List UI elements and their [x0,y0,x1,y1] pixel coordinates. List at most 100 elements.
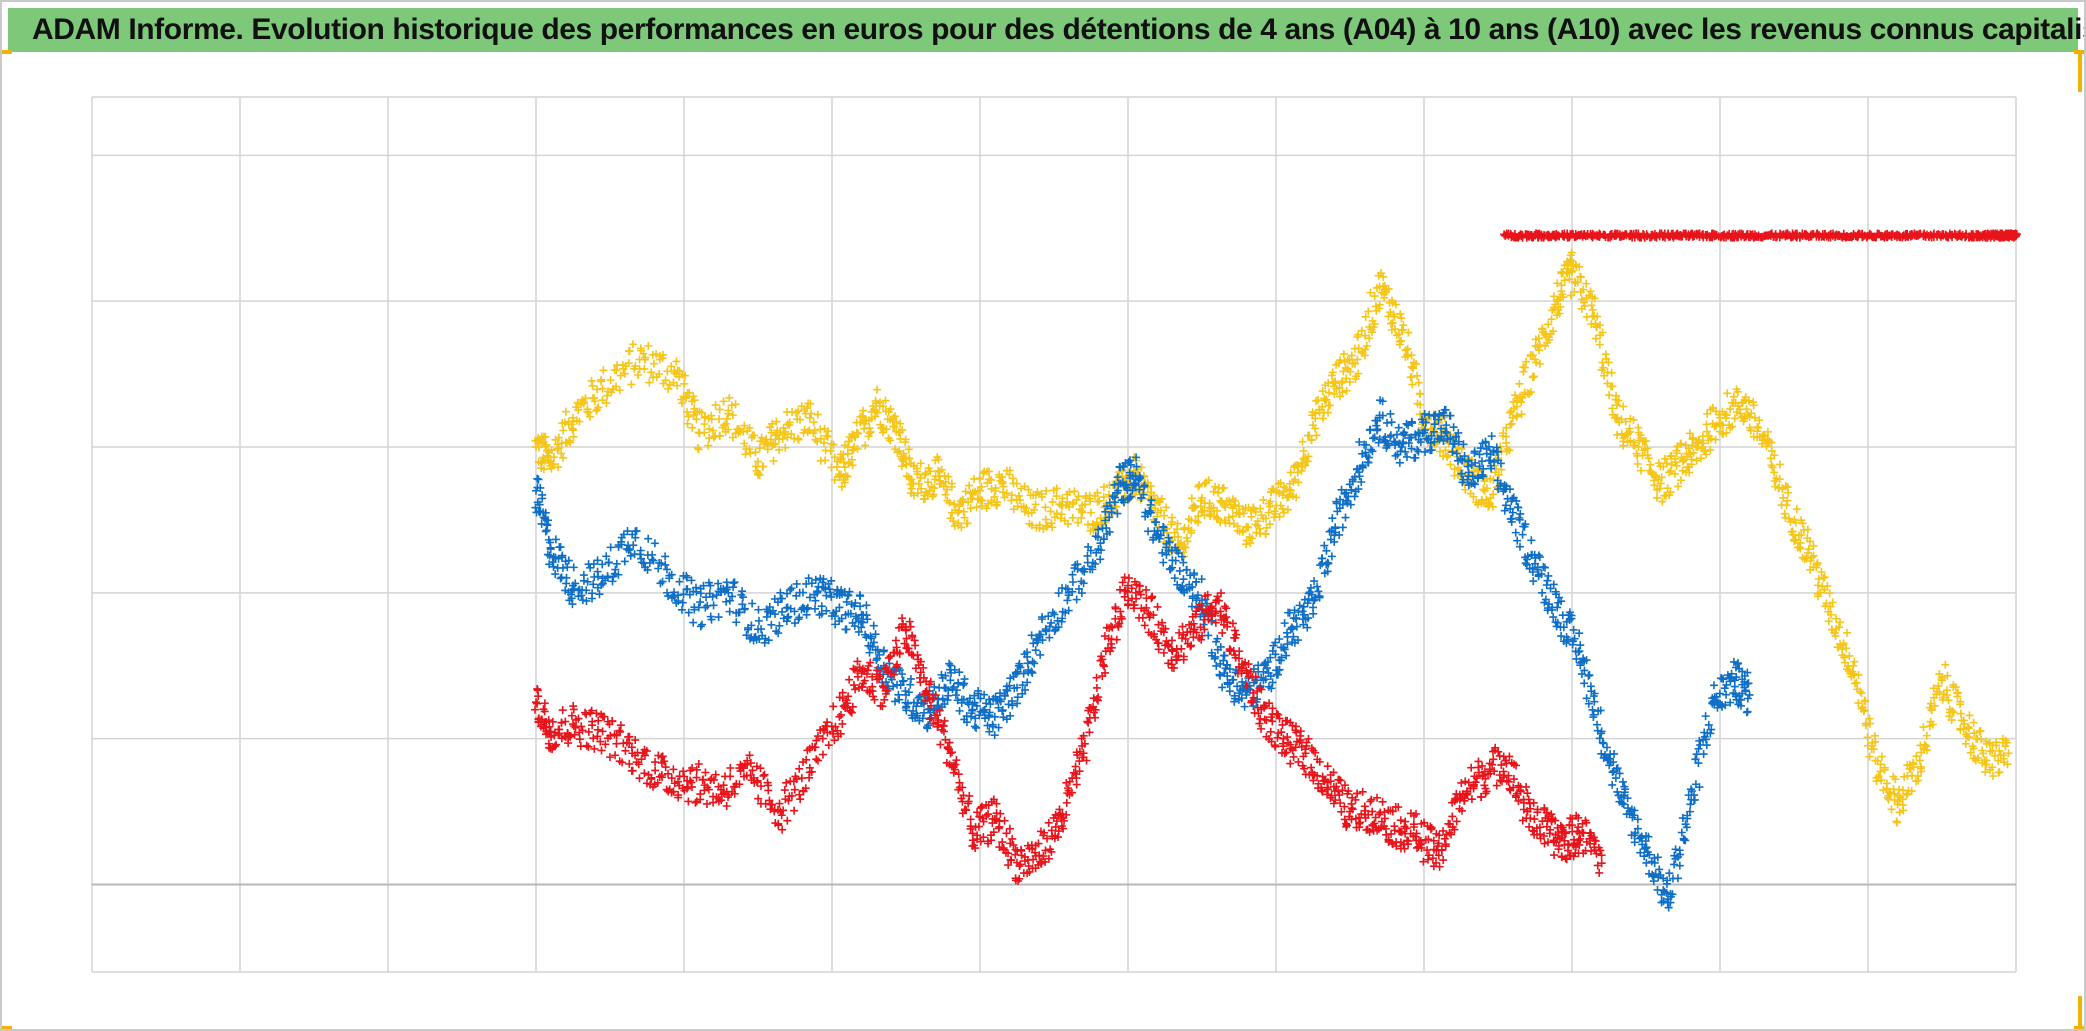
data-point [1240,702,1249,711]
data-point [603,391,612,400]
data-point [1471,458,1480,467]
data-point [1694,759,1703,768]
data-point [1086,546,1095,555]
data-point [728,411,737,420]
data-point [731,400,740,409]
data-point [1474,500,1482,509]
data-point [1775,460,1784,469]
data-point [801,784,810,793]
data-point [1716,413,1724,422]
data-point [1512,402,1521,411]
data-point [1042,486,1051,495]
data-point [757,433,766,442]
data-point [869,638,878,647]
data-point [811,435,820,444]
data-point [819,438,828,447]
data-point [863,666,872,675]
data-point [842,597,851,606]
data-point [599,366,608,375]
data-point [935,706,944,715]
data-point [1037,859,1046,868]
data-point [1321,396,1330,405]
data-point [1618,799,1627,808]
data-point [1252,676,1261,685]
data-point [941,490,950,499]
data-point [772,417,781,426]
data-point [684,608,693,617]
data-point [1767,438,1776,447]
data-point [644,534,653,543]
data-point [1956,697,1965,706]
data-point [807,409,816,418]
data-point [616,721,625,730]
data-point [1272,670,1281,679]
data-point [558,706,567,715]
data-point [1153,508,1162,517]
data-point [567,594,576,603]
data-point [835,472,844,481]
data-point [1569,625,1578,634]
data-point [1218,683,1227,692]
data-point [941,735,950,744]
data-point [1328,514,1337,523]
data-point [533,699,542,708]
data-point [1054,623,1063,632]
data-point [1073,560,1082,569]
data-point [1655,484,1664,493]
data-point [1693,443,1702,451]
data-point [1420,409,1429,418]
data-point [1681,836,1690,845]
data-point [1263,657,1272,666]
data-point [1976,726,1985,735]
data-point [813,410,822,419]
data-point [625,759,634,768]
data-point [1360,802,1369,811]
data-point [708,426,717,435]
data-point [748,766,757,775]
data-point [1162,503,1171,512]
data-point [735,780,744,789]
data-point [1694,438,1703,447]
data-point [597,580,606,589]
data-point [785,421,794,430]
data-point [1195,481,1204,490]
data-point [1528,351,1537,360]
data-point [868,682,877,691]
data-point [804,574,813,583]
data-point [1238,527,1247,536]
series-red [530,573,1606,885]
data-point [1609,758,1618,767]
data-point [1949,708,1958,717]
data-point [1595,734,1604,743]
data-point [1582,656,1591,665]
data-point [1481,437,1490,446]
data-point [672,370,681,379]
data-point [1703,409,1712,418]
data-point [926,467,935,476]
data-point [1567,248,1576,257]
data-point [1570,634,1579,643]
data-point [679,767,688,776]
data-point [1188,582,1197,591]
data-point [683,585,692,594]
data-point [1898,795,1907,804]
data-point [1050,610,1059,619]
data-point [921,696,930,705]
data-point [898,614,907,623]
data-point [1330,537,1339,546]
data-point [1656,479,1665,488]
data-point [805,763,814,772]
data-point [914,693,923,702]
data-point [1572,654,1581,663]
data-point [1702,427,1711,436]
data-point [698,775,707,784]
data-point [1147,594,1156,603]
data-point [1988,746,1997,755]
data-point [778,434,787,443]
data-point [1057,822,1066,831]
data-point [556,543,565,552]
data-point [1031,848,1040,857]
data-point [1149,491,1158,500]
data-point [902,634,911,643]
data-point [1153,530,1162,539]
